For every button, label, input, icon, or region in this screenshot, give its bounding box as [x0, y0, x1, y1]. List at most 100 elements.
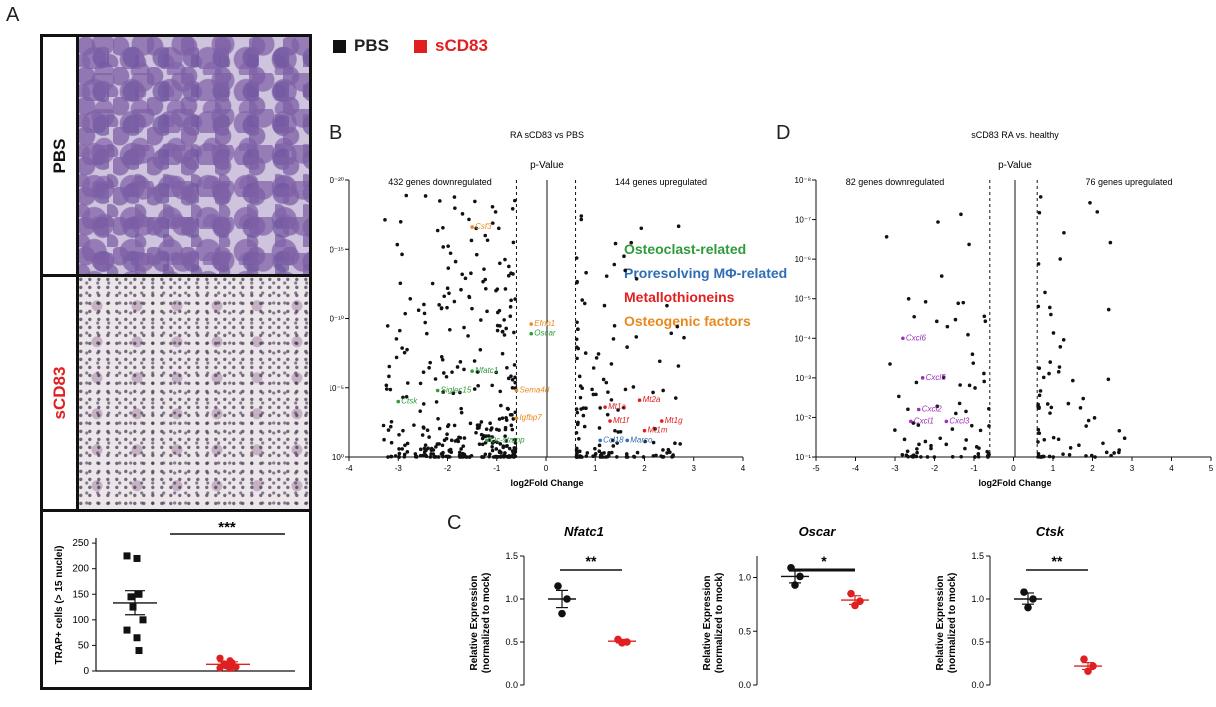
volB-gene-dot — [393, 454, 398, 458]
volB-gene-dot — [494, 370, 499, 375]
volB-gene-dot — [460, 272, 464, 277]
volB-gene-label-dot — [485, 438, 489, 443]
trap-point-pbs — [129, 603, 137, 611]
volD-gene-dot — [966, 332, 970, 337]
volB-gene-dot — [422, 311, 427, 316]
histology-image-pbs — [79, 37, 309, 277]
volB-gene-dot — [654, 453, 658, 458]
volB-gene-dot — [395, 242, 400, 247]
volB-gene-label-dot — [637, 398, 642, 403]
c-ctsk-point-scd83 — [1080, 655, 1088, 663]
volD-gene-dot — [1042, 454, 1046, 459]
volD-gene-dot — [1038, 389, 1043, 393]
c-nfatc1-y-tick-label: 1.5 — [505, 551, 518, 561]
volB-gene-dot — [510, 449, 515, 453]
volB-gene-dot — [611, 438, 615, 443]
volD-gene-dot — [964, 409, 968, 414]
volB-x-tick-label: -2 — [444, 464, 452, 473]
legend-scd83: sCD83 — [414, 36, 488, 56]
volD-gene-dot — [976, 452, 981, 456]
volD-gene-label-dot — [901, 336, 905, 341]
volB-gene-dot — [439, 452, 444, 456]
volB-gene-dot — [382, 437, 386, 442]
trap-point-pbs — [135, 590, 143, 598]
volB-gene-dot — [490, 448, 495, 453]
volB-y-tick-label: 10⁻¹⁵ — [330, 245, 344, 254]
volB-gene-dot — [509, 298, 513, 303]
volB-gene-dot — [623, 268, 627, 273]
volB-gene-dot — [447, 291, 451, 296]
volD-gene-dot — [945, 324, 950, 329]
c-oscar-y-tick-label: 0.0 — [738, 680, 751, 690]
volD-gene-dot — [1049, 312, 1053, 317]
legend-label-pbs: PBS — [354, 36, 389, 55]
volB-gene-dot — [405, 381, 410, 385]
volD-gene-dot — [987, 424, 991, 428]
volB-gene-dot — [511, 240, 516, 245]
volD-gene-dot — [982, 314, 987, 319]
volD-gene-dot — [1042, 437, 1047, 442]
volB-x-tick-label: 4 — [741, 464, 746, 473]
volD-y-tick-label: 10⁻⁸ — [795, 176, 812, 185]
volB-gene-dot — [625, 345, 629, 349]
volB-gene-dot — [463, 276, 468, 281]
volB-gene-dot — [604, 380, 609, 385]
volB-gene-dot — [497, 417, 502, 421]
volB-gene-dot — [397, 432, 401, 437]
volB-gene-dot — [474, 430, 478, 435]
histology-panel: PBS sCD83 — [40, 34, 312, 512]
volD-gene-dot — [1068, 446, 1073, 450]
volB-gene-dot — [496, 226, 501, 231]
volB-gene-dot — [601, 377, 606, 382]
volD-y-tick-label: 10⁻⁷ — [795, 216, 811, 225]
volD-gene-dot — [1086, 418, 1091, 423]
volB-gene-dot — [381, 423, 386, 428]
volB-gene-dot — [594, 356, 599, 360]
volB-gene-dot — [510, 377, 515, 382]
volB-gene-dot — [602, 303, 607, 308]
volB-gene-dot — [477, 442, 482, 446]
volD-gene-dot — [950, 455, 955, 459]
volB-gene-dot — [597, 449, 602, 454]
volB-gene-dot — [499, 450, 503, 455]
volcano-d-subtitle: p-Value — [998, 160, 1032, 171]
volD-gene-dot — [1051, 455, 1056, 459]
c-oscar-point-scd83 — [851, 601, 859, 610]
volB-gene-dot — [447, 455, 452, 459]
volD-gene-dot — [1036, 262, 1041, 266]
c-ctsk-title: Ctsk — [1036, 524, 1065, 539]
volB-gene-label-dot — [603, 405, 607, 409]
volD-gene-dot — [1036, 304, 1041, 309]
volB-gene-dot — [578, 395, 583, 400]
volB-gene-label: Csf3 — [475, 222, 492, 231]
volD-gene-dot — [906, 297, 911, 301]
volB-gene-dot — [490, 204, 495, 209]
volD-gene-dot — [987, 453, 991, 457]
volB-gene-dot — [499, 403, 503, 408]
volD-gene-dot — [911, 455, 916, 459]
volB-gene-dot — [651, 390, 655, 395]
volB-gene-dot — [412, 423, 416, 427]
volB-gene-label-dot — [435, 388, 440, 393]
volB-gene-dot — [483, 277, 488, 282]
volD-gene-dot — [1117, 428, 1122, 433]
volB-gene-dot — [475, 370, 480, 374]
volB-gene-dot — [576, 455, 580, 459]
volD-gene-dot — [1057, 365, 1062, 369]
volB-gene-dot — [465, 455, 469, 459]
volB-gene-dot — [474, 252, 479, 257]
volB-gene-dot — [596, 352, 601, 356]
volD-gene-label: Cxcl3 — [949, 416, 970, 425]
volB-gene-dot — [506, 376, 511, 381]
volB-gene-dot — [504, 326, 508, 331]
volB-gene-dot — [424, 454, 429, 459]
volD-gene-dot — [914, 380, 919, 385]
volB-gene-dot — [668, 450, 672, 455]
c-nfatc1-y-tick-label: 0.0 — [505, 680, 518, 690]
volD-gene-dot — [1084, 424, 1088, 428]
volB-gene-dot — [581, 413, 586, 418]
volB-gene-dot — [574, 256, 579, 260]
volB-gene-dot — [398, 219, 403, 224]
volD-gene-dot — [986, 406, 991, 411]
volB-gene-dot — [444, 436, 449, 441]
